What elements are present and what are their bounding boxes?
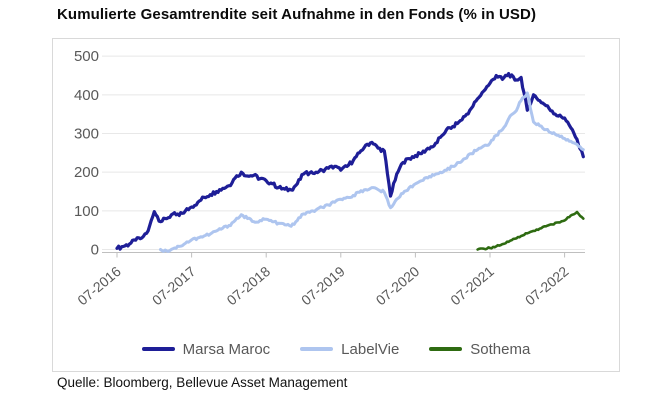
series-line-labelvie xyxy=(159,91,585,253)
chart-legend: Marsa Maroc LabelVie Sothema xyxy=(52,338,620,360)
x-tick-label: 07-2020 xyxy=(373,263,423,308)
source-attribution: Quelle: Bloomberg, Bellevue Asset Manage… xyxy=(57,375,348,390)
y-tick-label-100: 100 xyxy=(74,203,99,220)
legend-item-labelvie: LabelVie xyxy=(300,342,399,357)
x-tick-label: 07-2017 xyxy=(149,263,199,308)
x-tick-label: 07-2019 xyxy=(298,263,348,308)
x-tick-label: 07-2018 xyxy=(223,263,273,308)
x-tick-label: 07-2021 xyxy=(447,263,497,308)
marsa-maroc-line-swatch xyxy=(141,347,175,351)
legend-item-marsa-maroc: Marsa Maroc xyxy=(141,340,271,358)
legend-label-marsa-maroc: Marsa Maroc xyxy=(182,340,271,358)
chart-title: Kumulierte Gesamtrendite seit Aufnahme i… xyxy=(57,6,537,23)
y-tick-label-200: 200 xyxy=(74,164,99,181)
x-tick-label: 07-2016 xyxy=(74,263,124,308)
sothema-line-swatch xyxy=(429,347,463,351)
legend-label-labelvie: LabelVie xyxy=(341,340,400,358)
labelvie-line-swatch xyxy=(300,347,334,351)
series-line-sothema xyxy=(476,210,585,251)
y-tick-label-300: 300 xyxy=(74,125,99,142)
legend-label-sothema: Sothema xyxy=(470,340,531,358)
legend-item-sothema: Sothema xyxy=(429,342,530,357)
series-line-marsa-maroc xyxy=(115,72,585,251)
y-tick-label-0: 0 xyxy=(91,242,99,259)
y-tick-label-400: 400 xyxy=(74,87,99,104)
x-tick-label: 07-2022 xyxy=(522,263,572,308)
y-tick-label-500: 500 xyxy=(74,48,99,65)
